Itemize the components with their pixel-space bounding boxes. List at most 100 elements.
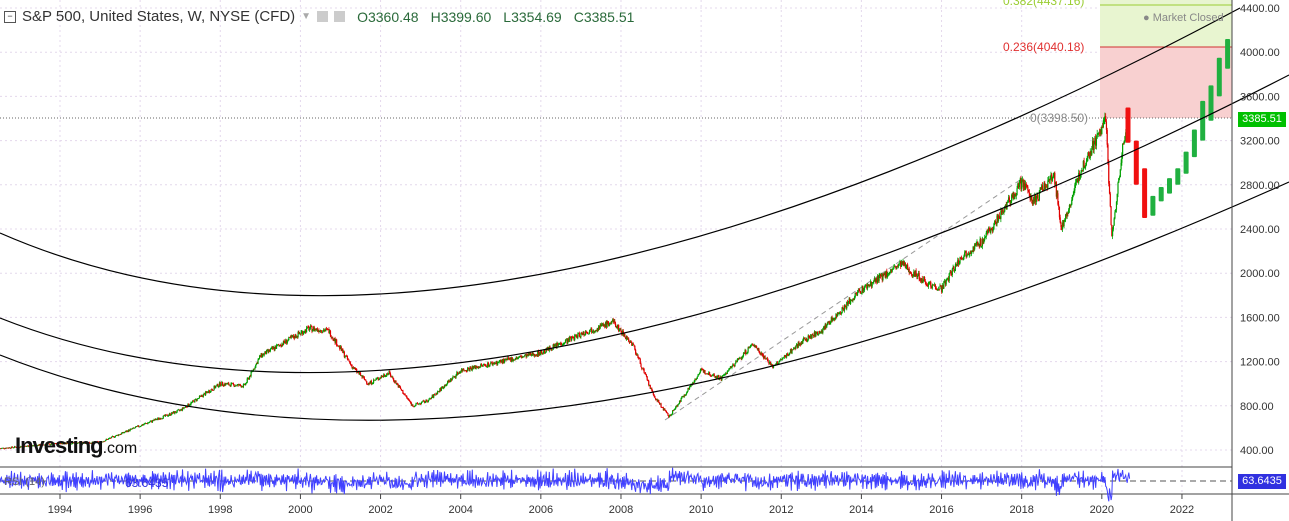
candle-body: [701, 368, 703, 370]
candle-body: [868, 284, 870, 287]
candle-body: [828, 322, 830, 324]
candle-body: [963, 256, 965, 259]
candle-body: [37, 444, 39, 447]
candle-body: [557, 342, 559, 346]
candle-body: [138, 426, 140, 428]
candle-body: [756, 348, 758, 350]
candle-body: [678, 401, 681, 404]
candle-body: [898, 263, 900, 266]
candle-body: [919, 279, 921, 280]
candle-body: [1000, 210, 1002, 219]
candle-body: [307, 326, 309, 328]
eye-icon[interactable]: [317, 11, 329, 22]
candle-body: [1098, 132, 1101, 134]
candle-body: [285, 339, 288, 344]
candle-body: [895, 267, 897, 270]
candle-body: [598, 326, 600, 330]
candle-body: [729, 366, 732, 368]
candle-body: [743, 353, 745, 355]
candle-body: [513, 359, 515, 361]
candle-body: [433, 394, 436, 396]
candle-body: [33, 445, 35, 447]
projected-candle: [1208, 85, 1214, 121]
candle-body: [126, 430, 128, 432]
candle-body: [530, 354, 533, 356]
candle-body: [151, 420, 153, 423]
candle-body: [967, 253, 969, 256]
candle-body: [519, 356, 521, 358]
candle-body: [1029, 196, 1031, 200]
candle-body: [705, 373, 707, 375]
candle-body: [449, 380, 451, 382]
candle-body: [950, 271, 952, 274]
candle-body: [195, 399, 197, 400]
candle-body: [675, 406, 677, 409]
candle-body: [610, 323, 612, 324]
candle-body: [585, 331, 587, 333]
projected-candle: [1183, 151, 1189, 174]
candle-body: [368, 382, 370, 385]
candle-body: [965, 251, 967, 257]
candle-body: [752, 343, 754, 346]
candle-body: [524, 355, 526, 357]
candle-body: [948, 273, 950, 281]
candle-body: [834, 317, 836, 320]
candle-body: [601, 324, 603, 327]
gear-icon[interactable]: [334, 11, 346, 22]
projected-candle: [1150, 195, 1156, 216]
candle-body: [22, 446, 24, 448]
collapse-icon[interactable]: −: [4, 10, 16, 23]
candle-body: [134, 427, 137, 428]
candle-body: [55, 443, 57, 445]
candle-body: [1039, 187, 1041, 191]
candle-body: [785, 355, 787, 358]
candle-body: [688, 388, 690, 390]
candle-body: [1011, 194, 1014, 198]
candle-body: [554, 345, 556, 347]
arc-lower: [0, 181, 1289, 421]
candle-body: [205, 391, 207, 396]
candle-body: [569, 337, 571, 338]
candle-body: [174, 411, 177, 413]
candle-body: [470, 367, 472, 369]
candle-body: [997, 215, 1000, 221]
candle-body: [360, 375, 362, 377]
x-tick-label: 1994: [48, 504, 72, 516]
candle-body: [940, 285, 942, 287]
candle-body: [1066, 212, 1068, 216]
candle-body: [232, 382, 234, 384]
candle-body: [196, 398, 198, 401]
candle-body: [612, 319, 614, 323]
candle-body: [342, 351, 345, 353]
candle-body: [96, 441, 98, 443]
candle-body: [551, 348, 553, 351]
candle-body: [231, 382, 233, 384]
candle-body: [617, 324, 619, 329]
candle-body: [608, 322, 610, 326]
candle-body: [1023, 183, 1025, 188]
candle-body: [541, 353, 543, 355]
candle-body: [916, 275, 918, 277]
instrument-title[interactable]: S&P 500, United States, W, NYSE (CFD): [22, 8, 296, 25]
candle-body: [1002, 209, 1004, 213]
candle-body: [91, 441, 93, 444]
candle-body: [395, 380, 397, 384]
candle-body: [890, 269, 892, 273]
candle-body: [326, 328, 328, 330]
candle-body: [812, 334, 814, 336]
candle-body: [364, 379, 366, 381]
candle-body: [305, 327, 308, 333]
projected-candle: [1167, 178, 1172, 194]
candle-body: [625, 335, 627, 340]
candle-body: [359, 372, 361, 375]
candle-body: [306, 326, 308, 328]
candle-body: [735, 361, 738, 363]
candle-body: [242, 384, 244, 388]
candle-body: [14, 446, 16, 448]
chevron-down-icon[interactable]: ▼: [301, 11, 312, 22]
candle-body: [758, 348, 760, 352]
candle-body: [441, 387, 443, 388]
arc-middle: [0, 74, 1289, 374]
